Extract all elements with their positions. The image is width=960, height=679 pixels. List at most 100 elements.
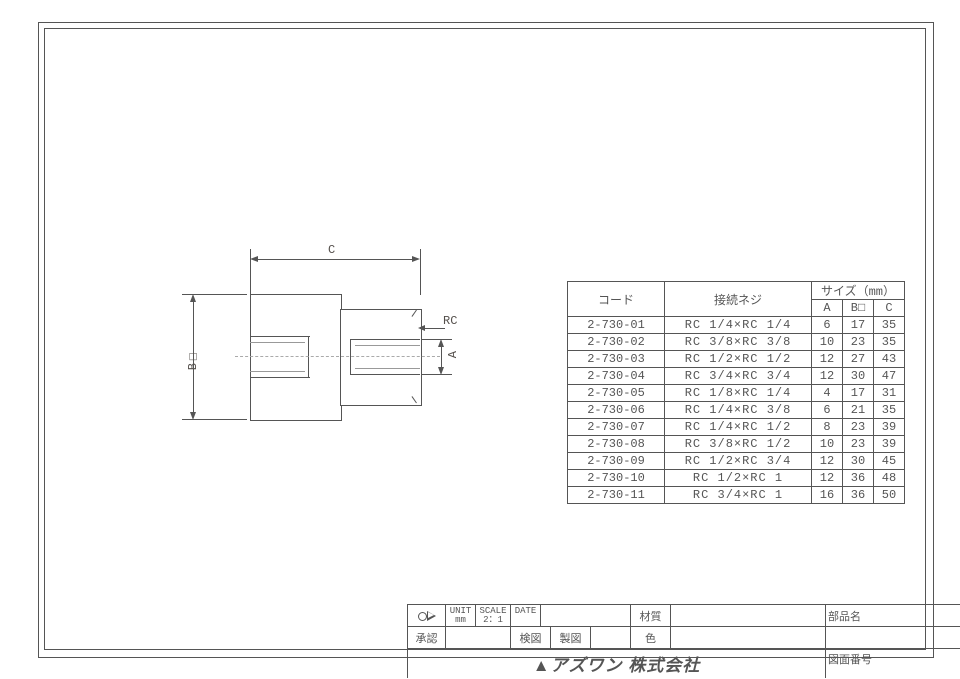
dim-a-label: A	[446, 351, 460, 358]
company-cell: ▲アズワン 株式会社	[408, 649, 826, 678]
draw-value	[591, 627, 631, 648]
cell-code: 2-730-08	[568, 436, 665, 453]
approve-value	[446, 627, 511, 648]
cell-c: 43	[874, 351, 905, 368]
cell-a: 16	[812, 487, 843, 504]
cell-c: 48	[874, 470, 905, 487]
drawing-no-label: 図面番号	[826, 649, 960, 678]
cell-a: 4	[812, 385, 843, 402]
cell-thread: RC 1/4×RC 1/2	[665, 419, 812, 436]
cell-a: 6	[812, 317, 843, 334]
color-label: 色	[631, 627, 671, 648]
company-logo-text: ▲アズワン 株式会社	[533, 651, 701, 676]
cell-thread: RC 1/2×RC 3/4	[665, 453, 812, 470]
cell-code: 2-730-10	[568, 470, 665, 487]
projection-icon	[418, 611, 436, 621]
leader	[423, 328, 445, 329]
cell-c: 45	[874, 453, 905, 470]
part-drawing: C B□ RC	[190, 239, 450, 449]
dim-c-label: C	[328, 243, 335, 257]
approve-label: 承認	[408, 627, 446, 648]
part-name-label: 部品名	[826, 605, 960, 626]
ext-line	[422, 339, 452, 340]
thread-line	[350, 374, 420, 375]
th-thread: 接続ネジ	[665, 282, 812, 317]
date-label: DATE	[511, 605, 541, 626]
part-step-body	[340, 309, 422, 406]
thread-minor	[355, 368, 420, 369]
cell-thread: RC 3/4×RC 1	[665, 487, 812, 504]
spec-table-body: 2-730-01RC 1/4×RC 1/4617352-730-02RC 3/8…	[568, 317, 905, 504]
table-row: 2-730-08RC 3/8×RC 1/2102339	[568, 436, 905, 453]
table-row: 2-730-07RC 1/4×RC 1/282339	[568, 419, 905, 436]
cell-c: 39	[874, 419, 905, 436]
cell-c: 35	[874, 317, 905, 334]
cell-c: 50	[874, 487, 905, 504]
table-row: 2-730-10RC 1/2×RC 1123648	[568, 470, 905, 487]
date-value	[541, 605, 631, 626]
cell-code: 2-730-04	[568, 368, 665, 385]
draw-label: 製図	[551, 627, 591, 648]
cell-code: 2-730-07	[568, 419, 665, 436]
dim-b-label: B□	[186, 349, 200, 370]
cell-b: 17	[843, 317, 874, 334]
cell-thread: RC 3/8×RC 3/8	[665, 334, 812, 351]
cell-a: 12	[812, 453, 843, 470]
th-size: サイズ（mm）	[812, 282, 905, 300]
cell-code: 2-730-03	[568, 351, 665, 368]
table-row: 2-730-03RC 1/2×RC 1/2122743	[568, 351, 905, 368]
thread-line	[250, 377, 310, 378]
spec-table: コード 接続ネジ サイズ（mm） A B□ C 2-730-01RC 1/4×R…	[567, 281, 905, 504]
bore-end	[308, 336, 309, 378]
cell-a: 12	[812, 470, 843, 487]
projection-symbol	[408, 605, 446, 626]
cell-code: 2-730-06	[568, 402, 665, 419]
cell-code: 2-730-11	[568, 487, 665, 504]
spec-table-head: コード 接続ネジ サイズ（mm） A B□ C	[568, 282, 905, 317]
leader-arrow	[418, 325, 425, 331]
cell-thread: RC 3/8×RC 1/2	[665, 436, 812, 453]
thread-minor	[355, 345, 420, 346]
cell-a: 10	[812, 334, 843, 351]
unit-value: mm	[455, 616, 466, 625]
thread-line	[250, 336, 310, 337]
cell-c: 35	[874, 334, 905, 351]
th-code: コード	[568, 282, 665, 317]
part-name-value	[826, 627, 960, 648]
cell-b: 27	[843, 351, 874, 368]
scale-cell: SCALE 2：1	[476, 605, 511, 626]
material-label: 材質	[631, 605, 671, 626]
inner-frame: C B□ RC	[44, 28, 926, 650]
thread-minor	[250, 342, 305, 343]
table-row: 2-730-01RC 1/4×RC 1/461735	[568, 317, 905, 334]
cell-b: 23	[843, 334, 874, 351]
cell-b: 36	[843, 470, 874, 487]
cell-code: 2-730-01	[568, 317, 665, 334]
ext-line	[422, 374, 452, 375]
table-row: 2-730-05RC 1/8×RC 1/441731	[568, 385, 905, 402]
cell-c: 47	[874, 368, 905, 385]
cell-b: 17	[843, 385, 874, 402]
thread-line	[350, 339, 420, 340]
part-hex-body	[250, 294, 342, 421]
bore-end	[350, 339, 351, 375]
table-row: 2-730-04RC 3/4×RC 3/4123047	[568, 368, 905, 385]
table-row: 2-730-02RC 3/8×RC 3/8102335	[568, 334, 905, 351]
scale-value: 2：1	[483, 616, 503, 625]
cell-b: 21	[843, 402, 874, 419]
th-b: B□	[843, 300, 874, 317]
company-name: アズワン 株式会社	[551, 656, 701, 675]
cell-code: 2-730-05	[568, 385, 665, 402]
cell-thread: RC 1/4×RC 1/4	[665, 317, 812, 334]
cell-a: 6	[812, 402, 843, 419]
cell-thread: RC 1/4×RC 3/8	[665, 402, 812, 419]
cell-b: 36	[843, 487, 874, 504]
cell-a: 12	[812, 368, 843, 385]
unit-cell: UNIT mm	[446, 605, 476, 626]
thread-minor	[250, 371, 305, 372]
cell-c: 39	[874, 436, 905, 453]
cell-b: 23	[843, 419, 874, 436]
cell-b: 30	[843, 453, 874, 470]
title-block: UNIT mm SCALE 2：1 DATE 材質 部品名 承認 検図 製図 色	[407, 604, 960, 678]
cell-thread: RC 3/4×RC 3/4	[665, 368, 812, 385]
